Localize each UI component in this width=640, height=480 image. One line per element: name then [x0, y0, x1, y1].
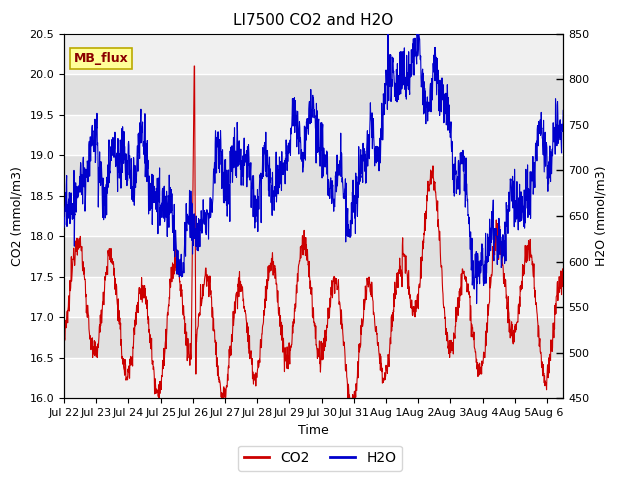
- Bar: [64, 358, 563, 398]
- Bar: [64, 155, 563, 196]
- Bar: [64, 236, 563, 277]
- Y-axis label: CO2 (mmol/m3): CO2 (mmol/m3): [11, 166, 24, 266]
- Text: MB_flux: MB_flux: [74, 52, 129, 65]
- Bar: [64, 115, 563, 155]
- Bar: [64, 317, 563, 358]
- Title: LI7500 CO2 and H2O: LI7500 CO2 and H2O: [234, 13, 394, 28]
- X-axis label: Time: Time: [298, 424, 329, 437]
- Legend: CO2, H2O: CO2, H2O: [238, 445, 402, 471]
- Bar: [64, 34, 563, 74]
- Bar: [64, 74, 563, 115]
- Bar: [64, 196, 563, 236]
- Y-axis label: H2O (mmol/m3): H2O (mmol/m3): [595, 166, 608, 266]
- Bar: [64, 277, 563, 317]
